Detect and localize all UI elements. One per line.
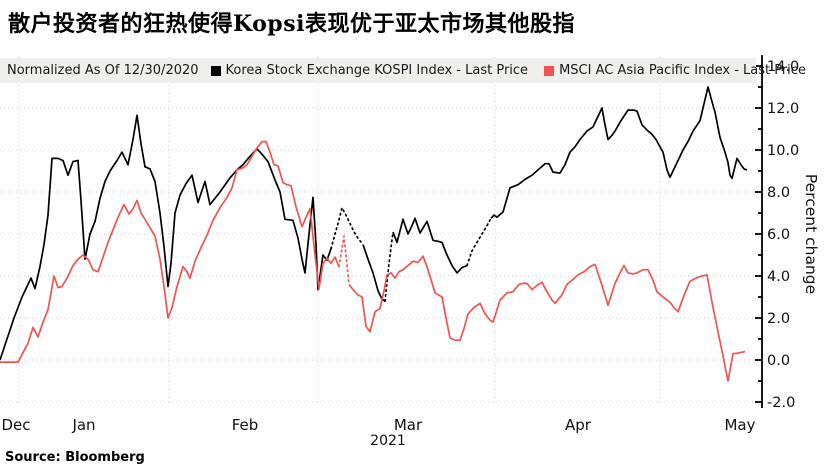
svg-text:Dec: Dec <box>1 416 30 434</box>
legend: Normalized As Of 12/30/2020 Korea Stock … <box>0 58 806 83</box>
svg-text:0.0: 0.0 <box>767 353 790 369</box>
svg-text:Mar: Mar <box>394 416 423 434</box>
svg-text:14.0: 14.0 <box>767 59 799 75</box>
svg-text:2021: 2021 <box>370 433 406 449</box>
msci-swatch-icon <box>544 65 555 76</box>
svg-text:Jan: Jan <box>71 416 95 434</box>
chart-title: 散户投资者的狂热使得Kopsi表现优于亚太市场其他股指 <box>8 11 575 37</box>
legend-item-msci-label: MSCI AC Asia Pacific Index - Last Price <box>559 63 806 78</box>
svg-text:12.0: 12.0 <box>767 101 799 117</box>
kospi-swatch-icon <box>210 65 221 76</box>
svg-text:May: May <box>724 416 755 434</box>
svg-text:Feb: Feb <box>232 416 259 434</box>
svg-text:8.0: 8.0 <box>767 185 790 201</box>
svg-text:4.0: 4.0 <box>767 269 790 285</box>
svg-text:Percent change: Percent change <box>802 174 820 294</box>
svg-text:-2.0: -2.0 <box>767 395 795 411</box>
legend-item-kospi-label: Korea Stock Exchange KOSPI Index - Last … <box>225 63 529 78</box>
legend-item-msci: MSCI AC Asia Pacific Index - Last Price <box>544 63 806 78</box>
legend-item-kospi: Korea Stock Exchange KOSPI Index - Last … <box>210 63 529 78</box>
svg-text:6.0: 6.0 <box>767 227 790 243</box>
legend-normalized-label: Normalized As Of 12/30/2020 <box>7 63 199 78</box>
svg-text:10.0: 10.0 <box>767 143 799 159</box>
svg-text:Apr: Apr <box>565 416 592 434</box>
source-label: Source: Bloomberg <box>5 450 145 465</box>
svg-text:2.0: 2.0 <box>767 311 790 327</box>
